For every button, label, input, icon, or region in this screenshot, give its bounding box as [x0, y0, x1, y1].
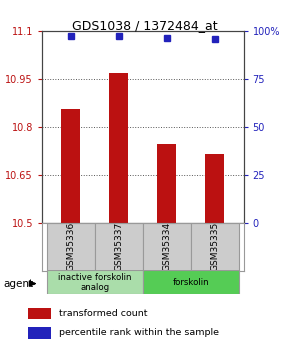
Text: GSM35337: GSM35337 [114, 222, 123, 271]
Bar [143, 270, 239, 294]
Bar [47, 270, 143, 294]
Text: GDS1038 / 1372484_at: GDS1038 / 1372484_at [72, 19, 218, 32]
Bar [191, 223, 239, 271]
Bar [205, 154, 224, 223]
Text: GSM35334: GSM35334 [162, 222, 171, 271]
Bar [28, 327, 51, 338]
Text: transformed count: transformed count [59, 309, 147, 318]
Bar [157, 144, 176, 223]
Text: percentile rank within the sample: percentile rank within the sample [59, 328, 219, 337]
Bar [47, 223, 95, 271]
Bar [61, 109, 80, 223]
Bar [95, 223, 143, 271]
Text: inactive forskolin
analog: inactive forskolin analog [58, 273, 132, 292]
Bar [143, 223, 191, 271]
Text: GSM35335: GSM35335 [210, 222, 219, 271]
Bar [28, 308, 51, 319]
Text: agent: agent [3, 279, 33, 288]
Text: GSM35336: GSM35336 [66, 222, 75, 271]
Bar [109, 72, 128, 223]
Text: forskolin: forskolin [173, 278, 209, 287]
